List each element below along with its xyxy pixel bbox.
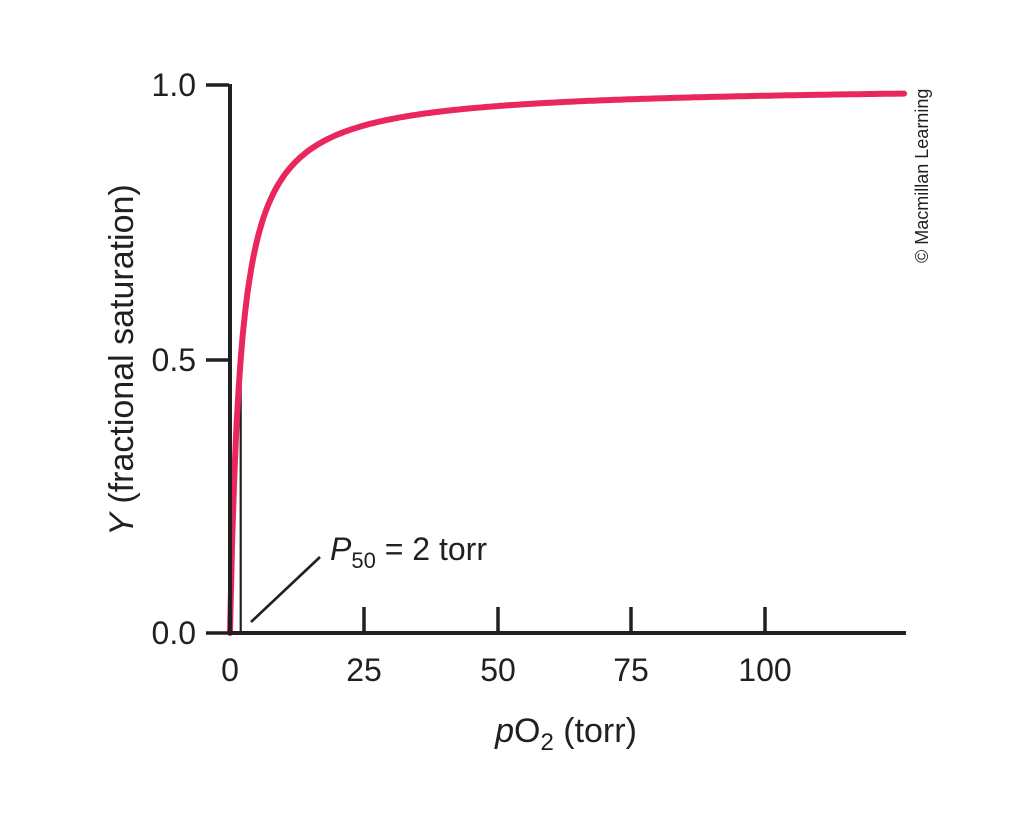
y-tick-label-1.0: 1.0 [152, 67, 196, 103]
p50-annotation: P50 = 2 torr [330, 531, 487, 573]
x-tick-label-100: 100 [738, 652, 791, 688]
x-tick-label-50: 50 [480, 652, 516, 688]
saturation-curve [227, 90, 908, 636]
x-axis-title: pO2 (torr) [494, 712, 637, 756]
x-tick-label-0: 0 [221, 652, 239, 688]
x-axis-title-subscript: 2 [540, 729, 553, 756]
y-tick-label-0.5: 0.5 [152, 342, 196, 378]
y-tick-label-0.0: 0.0 [152, 615, 196, 651]
y-axis-title-italic-Y: Y [103, 511, 141, 536]
y-axis-title-rest: (fractional saturation) [103, 184, 141, 513]
x-axis-title-suffix: (torr) [554, 712, 637, 750]
y-axis-title: Y (fractional saturation) [103, 184, 141, 536]
p50-annotation-italic-P: P [330, 531, 352, 567]
x-tick-label-75: 75 [613, 652, 649, 688]
p50-annotation-subscript: 50 [351, 548, 375, 573]
p50-pointer-line [250, 556, 321, 623]
copyright-credit: © Macmillan Learning [912, 89, 932, 263]
p50-annotation-rest: = 2 torr [376, 531, 488, 567]
x-axis-title-O: O [514, 712, 540, 750]
x-tick-label-25: 25 [346, 652, 382, 688]
x-axis-title-italic-p: p [494, 712, 514, 750]
